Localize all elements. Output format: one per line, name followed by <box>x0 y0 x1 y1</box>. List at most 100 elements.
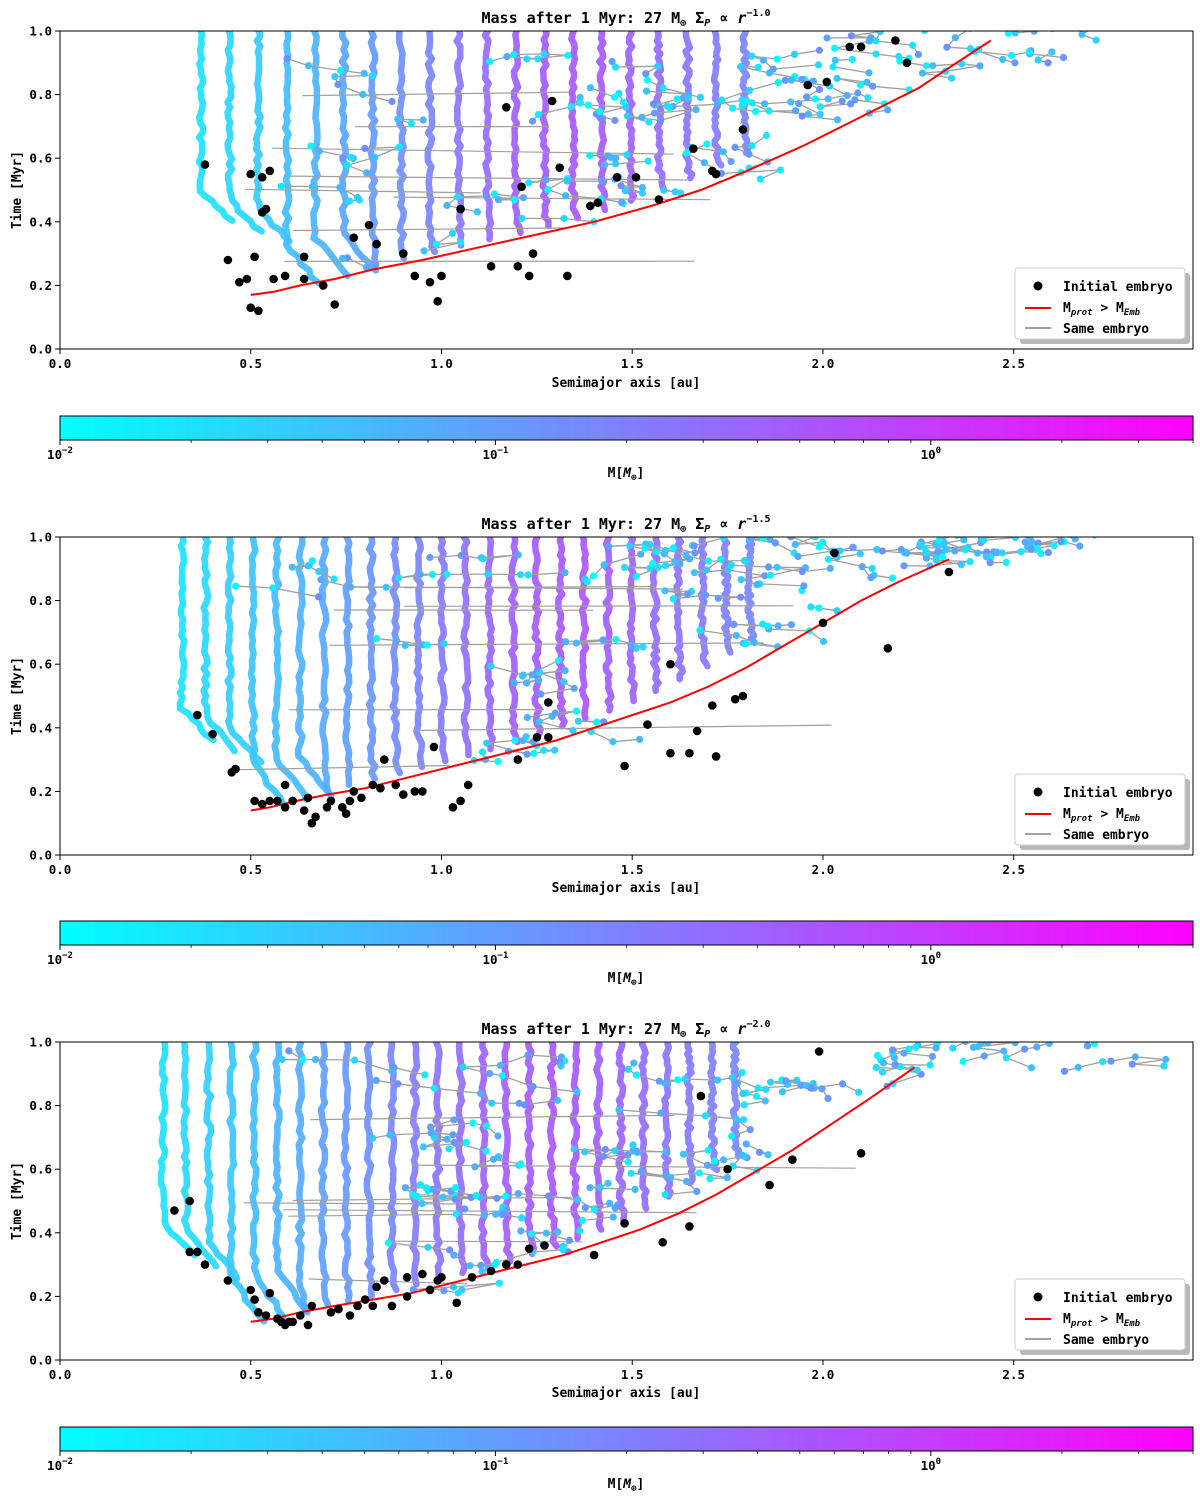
embryo-dot <box>773 564 780 571</box>
embryo-dot <box>571 685 578 692</box>
same-embryo-link <box>588 105 626 107</box>
embryo-dot <box>933 557 940 564</box>
embryo-dot <box>638 1168 645 1175</box>
embryo-dot <box>477 1090 484 1097</box>
figure-svg: Mass after 1 Myr: 27 M⊕ ΣP ∝ r−1.0 0.00.… <box>0 0 1200 1499</box>
legend-embryo-marker <box>1034 282 1043 291</box>
same-embryo-link <box>463 1065 500 1067</box>
embryo-dot <box>743 98 750 105</box>
embryo-dot <box>611 94 618 101</box>
initial-embryo-marker <box>353 1302 362 1311</box>
embryo-dot <box>606 1200 613 1207</box>
embryo-dot <box>315 593 322 600</box>
embryo-dot <box>864 1028 871 1035</box>
same-embryo-link <box>699 1173 727 1178</box>
embryo-dot <box>461 1205 468 1212</box>
embryo-dot <box>577 100 584 107</box>
initial-embryo-marker <box>250 252 259 261</box>
embryo-track <box>511 531 517 742</box>
embryo-dot <box>884 106 891 113</box>
embryo-dot <box>605 543 612 550</box>
embryo-dot <box>1003 559 1010 566</box>
initial-embryo-marker <box>658 1238 667 1247</box>
embryo-dot <box>639 184 646 191</box>
initial-embryo-marker <box>689 144 698 153</box>
embryo-dot <box>562 192 569 199</box>
embryo-dot <box>734 1080 741 1087</box>
embryo-dot <box>1048 48 1055 55</box>
x-tick-label: 0.0 <box>49 1367 72 1382</box>
x-tick-label: 2.0 <box>812 356 835 371</box>
embryo-dot <box>733 1116 740 1123</box>
embryo-dots <box>232 519 1111 766</box>
embryo-track <box>416 531 422 767</box>
same-embryo-link <box>957 1022 984 1026</box>
x-tick-label: 1.0 <box>430 356 453 371</box>
embryo-dot <box>847 100 854 107</box>
embryo-dot <box>621 564 628 571</box>
embryo-dot <box>429 1186 436 1193</box>
initial-embryo-marker <box>365 221 374 230</box>
embryo-dot <box>555 657 562 664</box>
embryo-dot <box>564 52 571 59</box>
initial-embryo-marker <box>193 1248 202 1257</box>
embryo-dot <box>540 747 547 754</box>
embryo-dot <box>660 84 667 91</box>
embryo-dot <box>536 718 543 725</box>
embryo-dot <box>441 640 448 647</box>
embryo-dot <box>929 1053 936 1060</box>
embryo-dot <box>733 632 740 639</box>
embryo-dot <box>417 1181 424 1188</box>
y-tick-label: 0.0 <box>29 1353 52 1368</box>
initial-embryo-marker <box>266 1289 275 1298</box>
embryo-dot <box>601 561 608 568</box>
panel-2-ylabel: Time [Myr] <box>10 657 25 735</box>
embryo-dot <box>585 102 592 109</box>
embryo-dot <box>869 565 876 572</box>
initial-embryo-marker <box>403 1273 412 1282</box>
embryo-dot <box>662 562 669 569</box>
embryo-dot <box>828 525 835 532</box>
embryo-dot <box>557 1062 564 1069</box>
embryo-dot <box>373 1077 380 1084</box>
same-embryo-link <box>394 1068 425 1075</box>
embryo-dot <box>782 1077 789 1084</box>
embryo-dot <box>492 1211 499 1218</box>
embryo-dot <box>1025 19 1032 26</box>
initial-embryo-marker <box>594 198 603 207</box>
embryo-dot <box>767 1079 774 1086</box>
embryo-dot <box>720 1156 727 1163</box>
embryo-dot <box>351 1057 358 1064</box>
embryo-dot <box>662 1191 669 1198</box>
embryo-dot <box>383 584 390 591</box>
embryo-dot <box>359 91 366 98</box>
embryo-dot <box>371 154 378 161</box>
embryo-dot <box>420 247 427 254</box>
embryo-dot <box>1104 528 1111 535</box>
embryo-dot <box>1011 59 1018 66</box>
embryo-dot <box>573 640 580 647</box>
initial-embryo-marker <box>563 272 572 281</box>
embryo-track <box>642 1036 647 1209</box>
embryo-dot <box>967 1025 974 1032</box>
embryo-dot <box>510 51 517 58</box>
initial-embryo-marker <box>281 803 290 812</box>
embryo-dot <box>1056 1035 1063 1042</box>
embryo-dot <box>386 1131 393 1138</box>
figure: Mass after 1 Myr: 27 M⊕ ΣP ∝ r−1.0 0.00.… <box>0 0 1200 1499</box>
x-tick-label: 1.0 <box>430 1367 453 1382</box>
embryo-dot <box>443 1136 450 1143</box>
initial-embryo-marker <box>548 97 557 106</box>
embryo-dot <box>717 556 724 563</box>
embryo-dot <box>767 572 774 579</box>
embryo-dot <box>278 1056 285 1063</box>
initial-embryo-marker <box>327 797 336 806</box>
initial-embryo-marker <box>262 1311 271 1320</box>
embryo-dot <box>741 1153 748 1160</box>
embryo-dot <box>914 530 921 537</box>
embryo-dot <box>450 1283 457 1290</box>
embryo-dot <box>764 1151 771 1158</box>
embryo-dot <box>774 56 781 63</box>
